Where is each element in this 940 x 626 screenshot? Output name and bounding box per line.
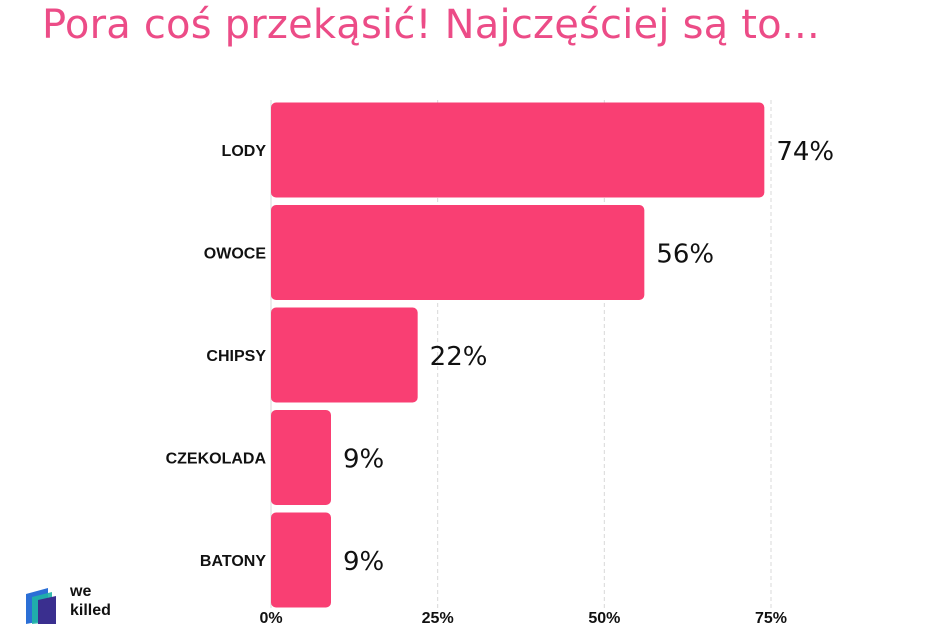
label-layer: LODY 74% OWOCE 56% CHIPSY 22% CZEKOLADA 9% BATON…	[166, 137, 835, 626]
category-label: OWOCE	[204, 246, 267, 263]
logo-wordmark: we killed	[70, 582, 111, 620]
value-label: 22%	[430, 342, 488, 372]
bar	[271, 205, 645, 300]
x-tick-label: 50%	[588, 610, 620, 626]
value-label: 56%	[656, 240, 714, 270]
value-label: 9%	[343, 445, 384, 475]
bar	[271, 410, 331, 505]
category-label: CZEKOLADA	[166, 451, 267, 468]
x-tick-label: 25%	[422, 610, 454, 626]
value-label: 9%	[343, 547, 384, 577]
bar	[271, 512, 331, 608]
category-label: CHIPSY	[206, 348, 266, 365]
brand-logo: we killed	[20, 582, 180, 626]
logo-line-1: we	[70, 583, 92, 600]
bar-layer	[271, 102, 765, 608]
x-tick-label: 0%	[259, 610, 282, 626]
logo-line-2: killed	[70, 602, 111, 619]
chart-title: Pora coś przekąsić! Najczęściej są to...	[42, 2, 820, 48]
x-tick-label: 75%	[755, 610, 787, 626]
bar	[271, 102, 765, 198]
value-label: 74%	[776, 137, 834, 167]
bar	[271, 307, 418, 403]
category-label: BATONY	[200, 553, 266, 570]
category-label: LODY	[222, 143, 267, 160]
logo-icon	[26, 588, 56, 624]
